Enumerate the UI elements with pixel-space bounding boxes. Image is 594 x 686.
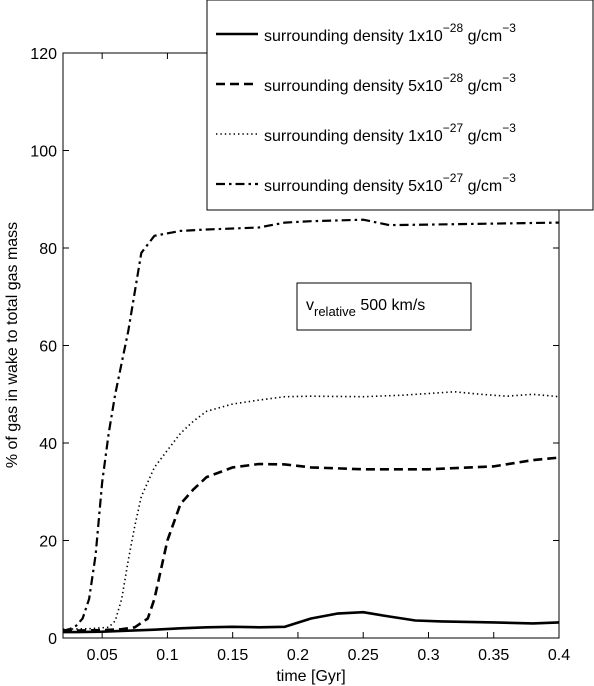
series-line-3: [62, 390, 560, 630]
y-tick-label: 100: [30, 144, 57, 161]
annotation-sub: relative: [314, 304, 356, 319]
legend-entry-4-exp: −27: [443, 171, 464, 185]
y-tick-label: 40: [39, 436, 57, 453]
legend-box: [206, 0, 594, 211]
series-layer: [62, 218, 560, 634]
series-line-4: [62, 218, 560, 632]
legend-entry-3: surrounding density 1x10−27 g/cm−3: [264, 121, 516, 145]
legend-entry-1-prefix: surrounding density 1x10: [264, 28, 443, 45]
annotation-main: v: [306, 297, 314, 314]
x-tick-label: 0.3: [417, 647, 439, 664]
legend: surrounding density 1x10−28 g/cm−3 surro…: [206, 0, 594, 211]
legend-entry-3-unit: g/cm: [463, 128, 502, 145]
y-tick-label: 60: [39, 339, 57, 356]
x-tick-label: 0.4: [548, 647, 570, 664]
y-tick-label: 120: [30, 46, 57, 63]
annotation: vrelative 500 km/s: [296, 282, 472, 331]
y-tick-label: 0: [48, 631, 57, 648]
legend-entry-4-unit: g/cm: [463, 178, 502, 195]
legend-entry-1-unit-exp: −3: [502, 21, 516, 35]
legend-entry-2-exp: −28: [443, 71, 464, 85]
legend-entry-2: surrounding density 5x10−28 g/cm−3: [264, 71, 516, 95]
legend-entry-4-prefix: surrounding density 5x10: [264, 178, 443, 195]
y-tick-label: 20: [39, 534, 57, 551]
x-tick-label: 0.15: [217, 647, 248, 664]
y-tick-label: 80: [39, 241, 57, 258]
legend-entry-4-unit-exp: −3: [502, 171, 516, 185]
x-tick-label: 0.2: [287, 647, 309, 664]
annotation-box: [296, 282, 472, 331]
y-axis-label: % of gas in wake to total gas mass: [4, 222, 21, 468]
annotation-text: vrelative 500 km/s: [306, 297, 425, 319]
x-tick-label: 0.35: [478, 647, 509, 664]
legend-entry-3-prefix: surrounding density 1x10: [264, 128, 443, 145]
legend-entry-3-unit-exp: −3: [502, 121, 516, 135]
series-line-1: [63, 610, 560, 634]
x-tick-label: 0.1: [156, 647, 178, 664]
legend-entry-2-prefix: surrounding density 5x10: [264, 78, 443, 95]
series-line-2: [62, 456, 560, 632]
tick-layer: 0.05 0.1 0.15 0.2 0.25 0.3 0.35 0.4 0 20 40 60 80 100…: [30, 46, 570, 664]
x-axis-label: time [Gyr]: [276, 668, 345, 685]
legend-entry-1: surrounding density 1x10−28 g/cm−3: [264, 21, 516, 45]
legend-entry-1-exp: −28: [443, 21, 464, 35]
legend-entry-2-unit-exp: −3: [502, 71, 516, 85]
x-tick-label: 0.05: [87, 647, 118, 664]
legend-samples: [216, 32, 258, 186]
legend-entry-2-unit: g/cm: [463, 78, 502, 95]
legend-entry-1-unit: g/cm: [463, 28, 502, 45]
legend-entry-3-exp: −27: [443, 121, 464, 135]
x-tick-label: 0.25: [348, 647, 379, 664]
legend-entry-4: surrounding density 5x10−27 g/cm−3: [264, 171, 516, 195]
annotation-rest: 500 km/s: [356, 297, 425, 314]
